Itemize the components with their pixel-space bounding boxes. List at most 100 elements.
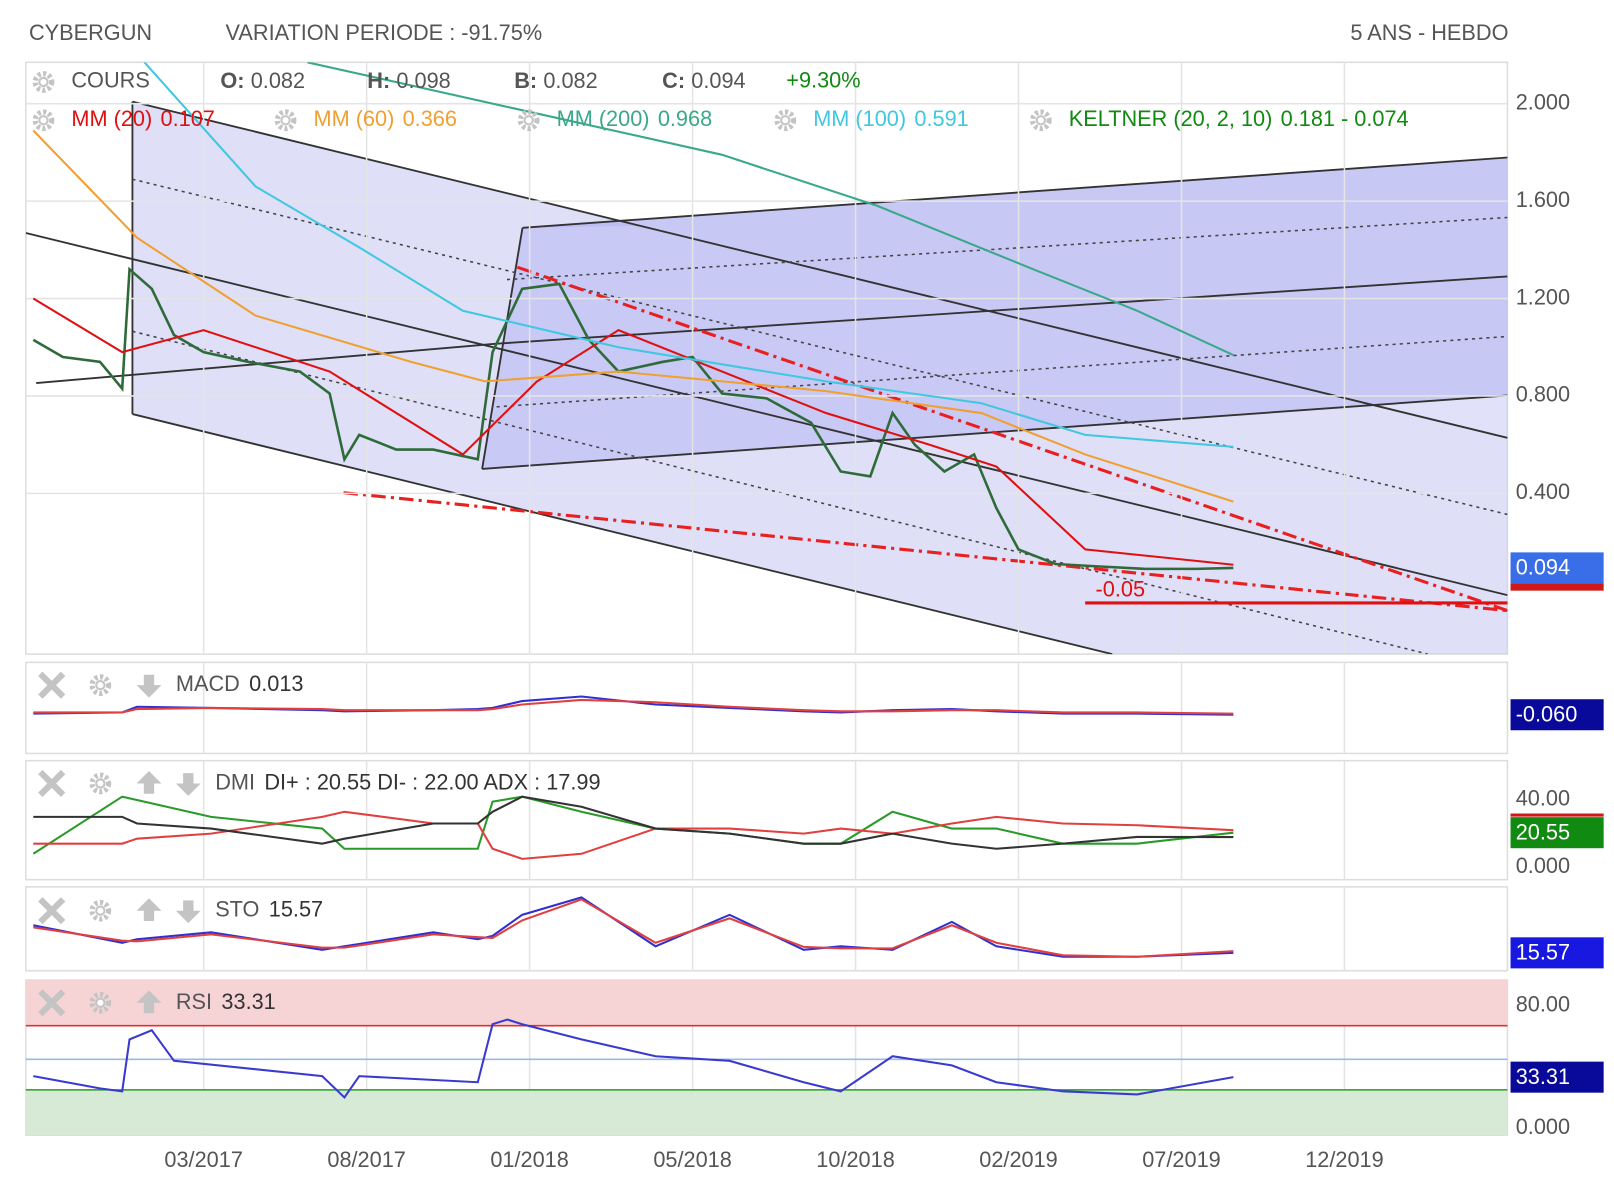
- drawings: [25, 100, 1508, 655]
- x-tick-label: 07/2019: [1142, 1147, 1221, 1172]
- period: 5 ANS - HEBDO: [1350, 20, 1508, 45]
- x-tick-label: 10/2018: [816, 1147, 895, 1172]
- indicator-title: DMI DI+ : 20.55 DI- : 22.00 ADX : 17.99: [215, 769, 600, 794]
- y-tick-label: 2.000: [1516, 89, 1570, 114]
- legend-value: 0.591: [914, 106, 968, 131]
- dmi-panel: [25, 759, 1509, 881]
- resistance-line: [516, 265, 1508, 613]
- move-down-icon: [136, 674, 162, 698]
- gear-icon: [517, 109, 540, 132]
- close-icon: [38, 769, 66, 798]
- legend-value: 0.968: [658, 106, 712, 131]
- y-tick-label: 40.00: [1516, 786, 1570, 811]
- value-tag-label: 15.57: [1516, 940, 1570, 965]
- gear-icon: [32, 109, 55, 132]
- series-line: [32, 266, 1234, 571]
- annotation-label: -0.05: [1096, 576, 1146, 601]
- x-tick-label: 02/2019: [979, 1147, 1058, 1172]
- gear-icon: [38, 115, 49, 126]
- legend-name: MM (20): [71, 106, 152, 131]
- indicator-name: DMI: [215, 769, 255, 794]
- x-tick-label: 03/2017: [164, 1147, 243, 1172]
- trend-line: [25, 232, 1508, 597]
- y-tick-label: 0.000: [1516, 853, 1570, 878]
- x-tick-label: 05/2018: [653, 1147, 732, 1172]
- channel: [522, 157, 1508, 438]
- sto-panel: [25, 886, 1509, 972]
- quote-key: H:: [367, 68, 390, 93]
- move-down-icon: [175, 773, 201, 796]
- move-up-icon: [136, 898, 162, 922]
- series-line: [33, 898, 1234, 958]
- series-line: [33, 1018, 1234, 1100]
- tag-strip: [1510, 583, 1604, 591]
- quote: H: 0.098: [367, 68, 450, 93]
- gear-icon: [89, 772, 112, 795]
- series-line: [32, 795, 1234, 855]
- legend-entry: MM (100) 0.591: [813, 106, 969, 131]
- indicator-title: MACD 0.013: [176, 671, 304, 696]
- legend-value: 0.107: [161, 106, 215, 131]
- grid: [202, 760, 1346, 880]
- y-tick-label: 1.600: [1516, 187, 1570, 212]
- gear-icon: [95, 905, 106, 916]
- series-line: [33, 810, 1234, 860]
- series-group: [33, 896, 1234, 958]
- y-tick-label: 1.200: [1516, 284, 1570, 309]
- trend-line: [496, 275, 1508, 345]
- quote: C: 0.094: [662, 68, 745, 93]
- gear-icon: [89, 991, 112, 1014]
- legend-entry: MM (60) 0.366: [313, 106, 456, 131]
- change: +9.30%: [786, 68, 860, 93]
- indicator-value: 33.31: [221, 989, 275, 1014]
- quote-value: 0.082: [251, 68, 305, 93]
- series-line: [33, 795, 1234, 850]
- trend-line: [522, 156, 1508, 229]
- y-tick-label: 80.00: [1516, 992, 1570, 1017]
- value-tag: [1510, 1061, 1604, 1093]
- series-line: [307, 62, 1234, 356]
- legend-entry: MM (200) 0.968: [557, 106, 713, 131]
- legend-name: MM (200): [557, 106, 650, 131]
- move-down-icon: [175, 900, 201, 924]
- gear-icon: [1035, 115, 1046, 126]
- trend-line: [132, 413, 1113, 655]
- gear-icon: [95, 778, 106, 789]
- legend-value: 0.181 - 0.074: [1281, 106, 1409, 131]
- move-up-icon: [136, 990, 162, 1014]
- trend-line: [132, 100, 1508, 439]
- gear-icon: [38, 76, 49, 88]
- indicator-value: DI+ : 20.55 DI- : 22.00 ADX : 17.99: [264, 769, 600, 794]
- series-group: [33, 1018, 1234, 1100]
- gear-icon: [774, 109, 797, 132]
- close-icon: [38, 897, 66, 925]
- quote-key: C:: [662, 68, 685, 93]
- legend-value: 0.366: [403, 106, 457, 131]
- y-tick-label: 0.400: [1516, 479, 1570, 504]
- gear-icon: [780, 115, 791, 126]
- value-tag-label: -0.060: [1516, 702, 1578, 727]
- legend-entry: KELTNER (20, 2, 10) 0.181 - 0.074: [1069, 106, 1409, 131]
- quote-value: 0.082: [543, 68, 597, 93]
- series-group: [33, 695, 1234, 716]
- value-tag: [1510, 699, 1604, 731]
- x-tick-label: 08/2017: [327, 1147, 406, 1172]
- series-label: COURS: [71, 68, 149, 93]
- y-tick-label: 0.000: [1516, 1114, 1570, 1139]
- gear-icon: [95, 679, 106, 691]
- legend-name: KELTNER (20, 2, 10): [1069, 106, 1273, 131]
- indicator-title: STO 15.57: [215, 896, 323, 921]
- dotted-line: [506, 216, 1508, 281]
- value-tag-label: 0.094: [1516, 555, 1570, 580]
- series-line: [32, 129, 1234, 503]
- indicator-name: MACD: [176, 671, 240, 696]
- value-tag: [1510, 817, 1604, 849]
- series-line: [32, 297, 1234, 566]
- indicator-value: 15.57: [269, 896, 323, 921]
- gear-icon: [523, 115, 534, 126]
- indicator-name: STO: [215, 896, 259, 921]
- close-icon: [38, 671, 66, 699]
- x-tick-label: 12/2019: [1305, 1147, 1384, 1172]
